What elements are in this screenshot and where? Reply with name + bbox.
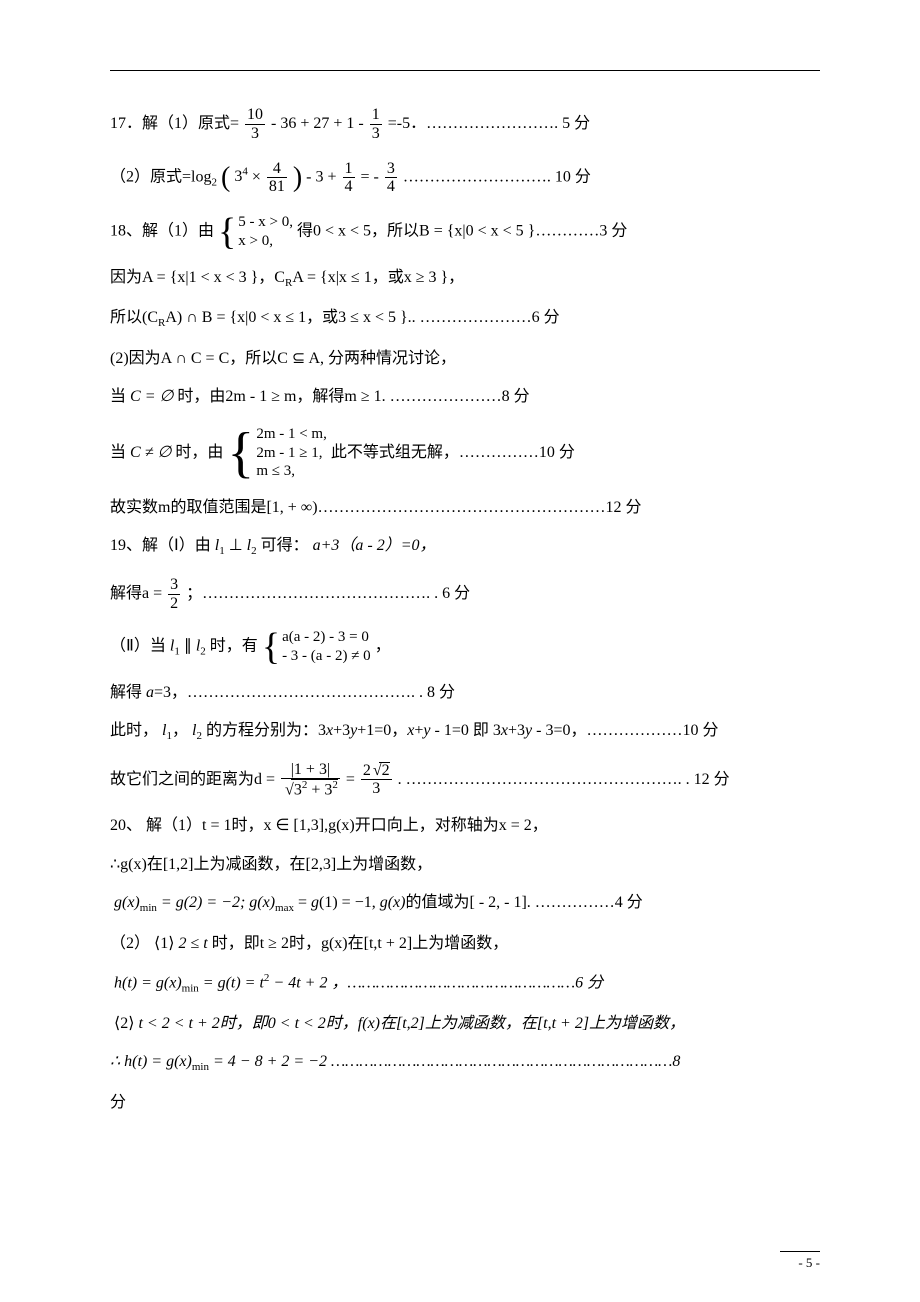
q18-case1: 当 C = ∅ 时，由2m - 1 ≥ m，解得m ≥ 1. …………………8 …	[110, 386, 820, 408]
q19-sol-a: 解得a = 3 2 ；……………………………………. . 6 分	[110, 576, 820, 612]
q18-range: 故实数m的取值范围是[1, + ∞)………………………………………………12 分	[110, 497, 820, 519]
lbrace-icon: {	[227, 431, 254, 476]
frac-dist1: |1 + 3| √32 + 32	[281, 761, 340, 800]
sqrt-den: √32 + 32	[281, 779, 340, 799]
num-2sqrt2: 2√2	[361, 762, 392, 781]
q20-case2: ⟨2⟩ t < 2 < t + 2时，即0 < t < 2时，f(x)在[t,2…	[110, 1013, 820, 1035]
sqrt-icon: √32 + 32	[283, 779, 338, 799]
q20-1b: ∴g(x)在[1,2]上为减函数，在[2,3]上为增函数，	[110, 854, 820, 876]
sys-19-2: { a(a - 2) - 3 = 0 - 3 - (a - 2) ≠ 0	[262, 628, 371, 666]
q19-lines: 此时， l1， l2 的方程分别为：3x+3y+1=0，x+y - 1=0 即 …	[110, 720, 820, 745]
lparen: (	[221, 162, 230, 193]
frac-3-4: 3 4	[385, 160, 397, 196]
q18-2: (2)因为A ∩ C = C，所以C ⊆ A, 分两种情况讨论，	[110, 348, 820, 370]
q19-dist: 故它们之间的距离为d = |1 + 3| √32 + 32 = 2√2 3 . …	[110, 761, 820, 800]
frac-3-2: 3 2	[168, 576, 180, 612]
q17-1: 17．解（1）原式= 10 3 - 36 + 27 + 1 - 1 3 =-5．…	[110, 106, 820, 142]
q19-1: 19、解（Ⅰ）由 l1 ⊥ l2 可得： a+3（a - 2）=0，	[110, 535, 820, 560]
q20-2: （2） ⟨1⟩ 2 ≤ t 时，即t ≥ 2时，g(x)在[t,t + 2]上为…	[110, 933, 820, 955]
q17-1-prefix: 17．解（1）原式=	[110, 115, 239, 132]
q18-1: 18、解（1）由 { 5 - x > 0, x > 0, 得0 < x < 5，…	[110, 213, 820, 251]
eq: = -	[361, 168, 383, 185]
page-number: - 5 -	[780, 1251, 820, 1272]
page: 17．解（1）原式= 10 3 - 36 + 27 + 1 - 1 3 =-5．…	[0, 0, 920, 1302]
q20-minmax: g(x)min = g(2) = −2; g(x)max = g(1) = −1…	[110, 892, 820, 917]
q18-case2: 当 C ≠ ∅ 时，由 { 2m - 1 < m, 2m - 1 ≥ 1, m …	[110, 425, 820, 481]
q19-2: （Ⅱ）当 l1 ∥ l2 时，有 { a(a - 2) - 3 = 0 - 3 …	[110, 628, 820, 666]
sys-body: a(a - 2) - 3 = 0 - 3 - (a - 2) ≠ 0	[282, 628, 371, 666]
frac-4-81: 4 81	[267, 160, 287, 196]
q18-inter: 所以(CRA) ∩ B = {x|0 < x ≤ 1，或3 ≤ x < 5 }.…	[110, 307, 820, 332]
log-base-2: 2	[211, 177, 217, 189]
q19-a3: 解得 a=3，……………………………………. . 8 分	[110, 682, 820, 704]
lbrace-icon: {	[262, 632, 280, 662]
times: ×	[252, 168, 265, 185]
q17-1-mid: - 36 + 27 + 1 -	[271, 115, 368, 132]
frac-10-3: 10 3	[245, 106, 265, 142]
top-rule	[110, 70, 820, 71]
angle-1-icon: ⟨1⟩	[154, 935, 174, 952]
rparen: )	[293, 162, 302, 193]
frac-1-3: 1 3	[370, 106, 382, 142]
angle-2-icon: ⟨2⟩	[114, 1015, 134, 1032]
q20-ht2: ∴ h(t) = g(x)min = 4 − 8 + 2 = −2 …………………	[110, 1051, 820, 1076]
q17-2-mid: - 3 +	[306, 168, 340, 185]
q17-2-suffix: ………………………. 10 分	[403, 168, 591, 185]
q17-2-prefix: （2）原式=log	[110, 168, 211, 185]
sys-body: 2m - 1 < m, 2m - 1 ≥ 1, m ≤ 3,	[256, 425, 327, 481]
frac-dist2: 2√2 3	[361, 762, 392, 798]
q18-A: 因为A = {x|1 < x < 3 }，CRA = {x|x ≤ 1，或x ≥…	[110, 267, 820, 292]
frac-1-4: 1 4	[343, 160, 355, 196]
q17-2: （2）原式=log2 ( 34 × 4 81 ) - 3 + 1 4 = - 3…	[110, 158, 820, 197]
pow-3-4: 34	[234, 168, 248, 185]
q20-1a: 20、 解（1）t = 1时，x ∈ [1,3],g(x)开口向上，对称轴为x …	[110, 815, 820, 837]
q18-1-after: 得0 < x < 5，所以B = {x|0 < x < 5 }…………3 分	[297, 223, 627, 240]
sys-18-1: { 5 - x > 0, x > 0,	[218, 213, 293, 251]
lbrace-icon: {	[218, 217, 236, 247]
q20-ht: h(t) = g(x)min = g(t) = t2 − 4t + 2 ，…………	[110, 971, 820, 997]
sys-18-2: { 2m - 1 < m, 2m - 1 ≥ 1, m ≤ 3,	[227, 425, 326, 481]
q17-1-suffix: =-5．……………………. 5 分	[388, 115, 590, 132]
q20-fen: 分	[110, 1092, 820, 1114]
sys-body: 5 - x > 0, x > 0,	[238, 213, 293, 251]
q18-1-prefix: 18、解（1）由	[110, 223, 214, 240]
sqrt-icon: √2	[371, 762, 390, 780]
